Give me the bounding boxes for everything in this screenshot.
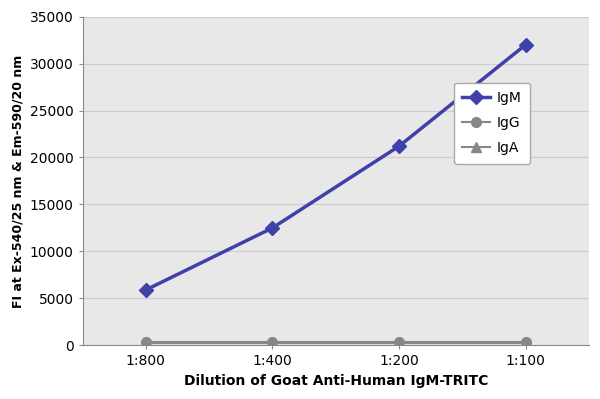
Line: IgG: IgG [141, 338, 530, 348]
X-axis label: Dilution of Goat Anti-Human IgM-TRITC: Dilution of Goat Anti-Human IgM-TRITC [184, 374, 488, 388]
IgG [142, 340, 149, 345]
IgM [269, 225, 276, 230]
Y-axis label: FI at Ex-540/25 nm & Em-590/20 nm: FI at Ex-540/25 nm & Em-590/20 nm [11, 54, 24, 308]
Legend: IgM, IgG, IgA: IgM, IgG, IgA [454, 83, 530, 164]
IgM [522, 42, 529, 47]
IgM [395, 144, 403, 148]
IgG [269, 340, 276, 345]
IgA [522, 341, 529, 346]
IgA [395, 341, 403, 346]
IgA [269, 341, 276, 346]
IgG [522, 340, 529, 345]
IgM [142, 288, 149, 292]
IgA [142, 341, 149, 346]
Line: IgM: IgM [141, 40, 530, 295]
IgG [395, 340, 403, 345]
Line: IgA: IgA [141, 339, 530, 348]
